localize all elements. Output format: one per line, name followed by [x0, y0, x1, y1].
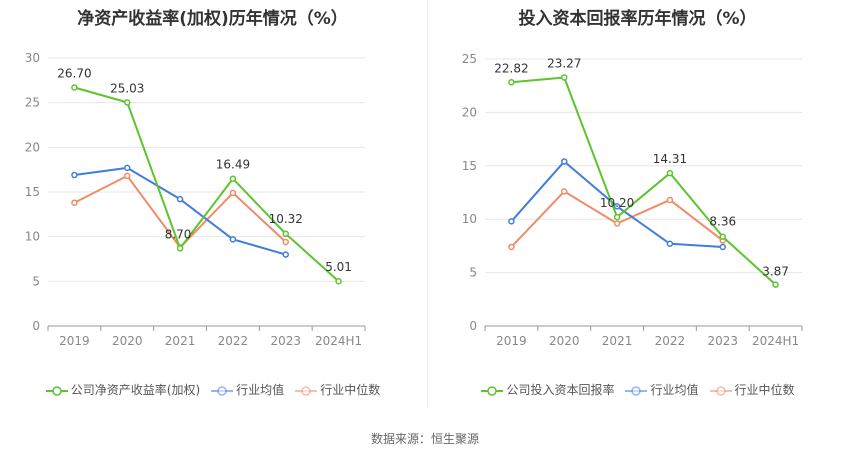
- y-tick-label: 10: [25, 230, 40, 244]
- company-roic-point[interactable]: [666, 169, 674, 177]
- data-label: 14.31: [653, 152, 687, 166]
- data-label: 25.03: [110, 81, 144, 95]
- company-roic-point[interactable]: [613, 213, 621, 221]
- data-label: 5.01: [325, 260, 352, 274]
- y-tick-label: 0: [469, 319, 477, 333]
- y-tick-label: 15: [462, 159, 477, 173]
- industry-avg-point[interactable]: [176, 195, 184, 203]
- roe-chart-legend: 公司净资产收益率(加权) 行业均值 行业中位数: [0, 381, 425, 398]
- company-roic-point[interactable]: [508, 79, 515, 86]
- legend-item-industry-avg[interactable]: 行业均值: [624, 381, 699, 398]
- data-label: 10.20: [600, 196, 634, 210]
- legend-line-marker-icon: [295, 385, 318, 396]
- roe-chart-panel: 净资产收益率(加权)历年情况（%） 0 5 10 15 20 25 30 2019 2020 20…: [0, 0, 425, 410]
- data-label: 8.36: [709, 215, 736, 229]
- y-tick-label: 10: [462, 212, 477, 226]
- industry-avg-point[interactable]: [666, 240, 674, 248]
- roe-chart-plot: 0 5 10 15 20 25 30 2019 2020 2021 2022 2023 2024H1 26…: [25, 51, 366, 348]
- roic-chart-panel: 投入资本回报率历年情况（%） 0 5 10 15 20 25 2019 2020 2021 202…: [425, 0, 850, 410]
- x-tick-label: 2022: [655, 334, 686, 348]
- data-label: 16.49: [216, 158, 250, 172]
- data-label: 23.27: [547, 56, 581, 70]
- data-label: 26.70: [57, 66, 91, 80]
- company-roe-point[interactable]: [282, 230, 289, 238]
- data-label: 10.32: [269, 212, 303, 226]
- y-tick-label: 5: [469, 266, 477, 280]
- data-source-note: 数据来源：恒生聚源: [370, 432, 479, 446]
- industry-median-point[interactable]: [666, 196, 674, 204]
- legend-line-marker-icon: [625, 385, 648, 396]
- roic-chart-legend: 公司投入资本回报率 行业均值 行业中位数: [425, 381, 850, 398]
- roe-chart-title: 净资产收益率(加权)历年情况（%）: [77, 9, 348, 29]
- data-label: 3.87: [762, 265, 789, 279]
- data-label: 8.70: [165, 227, 192, 241]
- industry-avg-point[interactable]: [282, 251, 289, 258]
- x-tick-label: 2021: [165, 334, 196, 348]
- industry-avg-point[interactable]: [613, 203, 621, 210]
- company-roe-point[interactable]: [124, 99, 131, 106]
- industry-avg-point[interactable]: [508, 218, 515, 225]
- industry-median-point[interactable]: [282, 238, 289, 246]
- industry-median-point[interactable]: [229, 189, 237, 197]
- industry-median-point[interactable]: [71, 199, 78, 206]
- industry-median-point[interactable]: [613, 220, 621, 227]
- company-roic-line: [511, 76, 777, 286]
- x-tick-label: 2022: [218, 334, 249, 348]
- industry-avg-point[interactable]: [71, 171, 78, 179]
- legend-label: 行业均值: [236, 383, 285, 397]
- company-roe-point[interactable]: [229, 175, 237, 182]
- y-tick-label: 25: [25, 96, 40, 110]
- legend-label: 行业中位数: [734, 383, 795, 397]
- industry-median-point[interactable]: [561, 188, 568, 195]
- y-tick-label: 20: [462, 105, 477, 119]
- roic-chart-plot: 0 5 10 15 20 25 2019 2020 2021 2022 2023 2024H1 22.8…: [462, 52, 803, 348]
- company-roe-line: [74, 86, 340, 282]
- company-roe-point[interactable]: [176, 245, 184, 252]
- legend-item-industry-median[interactable]: 行业中位数: [294, 381, 380, 398]
- y-tick-label: 15: [25, 185, 40, 199]
- y-tick-label: 5: [32, 274, 40, 288]
- x-tick-label: 2020: [549, 334, 580, 348]
- legend-item-industry-median[interactable]: 行业中位数: [709, 381, 795, 398]
- legend-line-marker-icon: [45, 385, 68, 396]
- legend-line-marker-icon: [481, 385, 504, 396]
- legend-label: 行业中位数: [320, 383, 381, 397]
- x-tick-label: 2024H1: [752, 334, 799, 348]
- legend-item-industry-avg[interactable]: 行业均值: [210, 381, 284, 398]
- roic-chart-title: 投入资本回报率历年情况（%）: [518, 9, 757, 29]
- x-tick-label: 2019: [59, 334, 90, 348]
- company-roic-point[interactable]: [561, 74, 568, 81]
- legend-item-company-roe[interactable]: 公司净资产收益率(加权): [45, 381, 200, 398]
- industry-avg-point[interactable]: [229, 236, 237, 243]
- y-tick-label: 0: [32, 319, 40, 333]
- industry-median-point[interactable]: [508, 243, 515, 251]
- industry-median-point[interactable]: [124, 172, 131, 180]
- company-roic-point[interactable]: [719, 233, 726, 240]
- x-tick-label: 2023: [707, 334, 738, 348]
- legend-line-marker-icon: [211, 385, 234, 396]
- x-tick-label: 2019: [496, 334, 527, 348]
- data-label: 22.82: [494, 61, 528, 75]
- x-tick-label: 2023: [270, 334, 301, 348]
- y-tick-label: 25: [462, 52, 477, 66]
- industry-avg-point[interactable]: [124, 164, 131, 172]
- y-tick-label: 20: [25, 140, 40, 154]
- y-tick-label: 30: [25, 51, 40, 65]
- panel-divider: [427, 0, 428, 408]
- x-tick-label: 2024H1: [315, 334, 362, 348]
- x-tick-label: 2020: [112, 334, 143, 348]
- company-roe-point[interactable]: [71, 84, 78, 91]
- legend-line-marker-icon: [709, 385, 732, 396]
- company-roic-point[interactable]: [772, 281, 779, 288]
- legend-label: 公司净资产收益率(加权): [70, 383, 201, 397]
- legend-label: 公司投入资本回报率: [506, 383, 615, 397]
- company-roe-point[interactable]: [335, 277, 342, 285]
- industry-avg-point[interactable]: [561, 158, 568, 165]
- x-tick-label: 2021: [602, 334, 633, 348]
- legend-label: 行业均值: [650, 383, 699, 397]
- legend-item-company-roic[interactable]: 公司投入资本回报率: [480, 381, 614, 398]
- industry-avg-point[interactable]: [719, 243, 726, 251]
